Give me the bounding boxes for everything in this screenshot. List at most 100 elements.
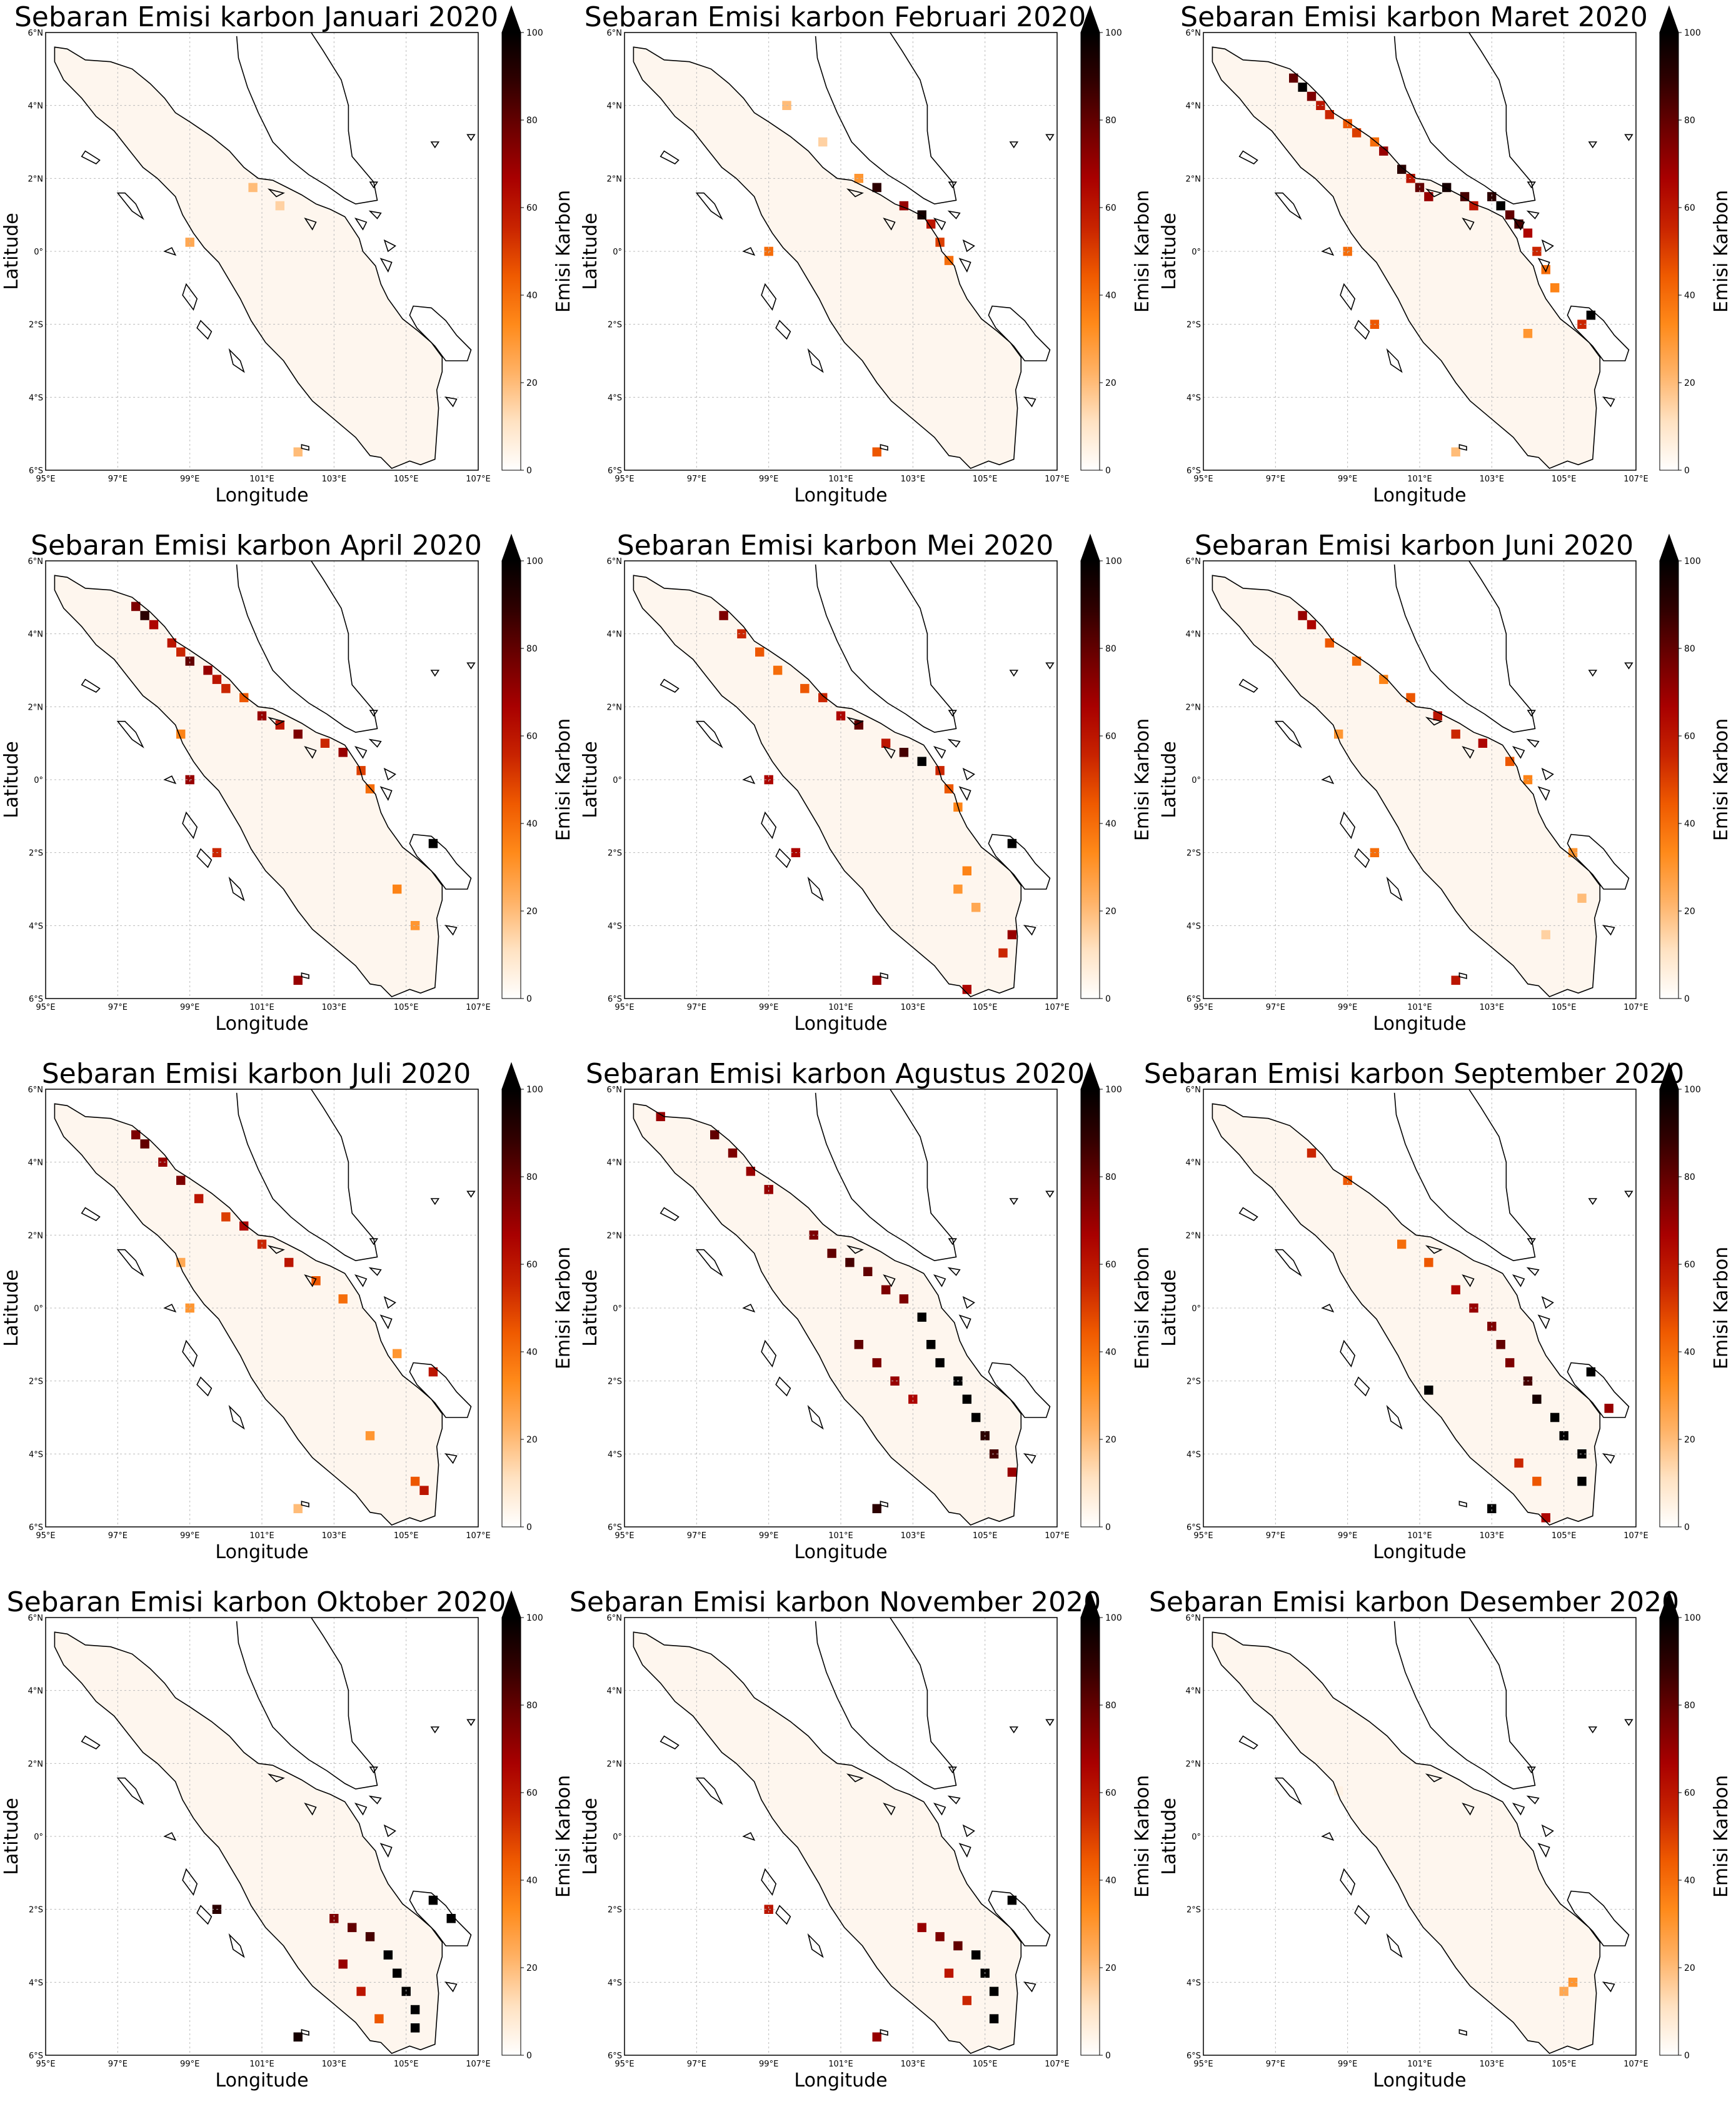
colorbar-tick-label: 20 <box>1684 1435 1695 1445</box>
x-tick-label: 107°E <box>466 475 491 484</box>
colorbar <box>1080 1617 1100 2056</box>
map-panel-april: Sebaran Emisi karbon April 2020 95°E 97°E 9… <box>0 528 578 1052</box>
land-base-fill <box>1212 575 1600 997</box>
panel-title: Sebaran Emisi karbon Februari 2020 <box>585 1 1086 33</box>
emission-cell <box>1577 1476 1587 1486</box>
y-tick-label: 4°S <box>29 1978 43 1988</box>
emission-cell <box>410 2023 420 2033</box>
emission-cell <box>737 629 746 638</box>
colorbar <box>1659 1089 1679 1528</box>
x-tick-label: 107°E <box>466 1003 491 1012</box>
panel-title: Sebaran Emisi karbon Juli 2020 <box>42 1058 471 1090</box>
emission-cell <box>1424 1257 1433 1267</box>
colorbar-extend-arrow <box>501 1590 521 1618</box>
y-tick-label: 2°N <box>1186 703 1202 712</box>
colorbar-tick-label: 60 <box>1105 203 1116 213</box>
emission-cell <box>419 1486 429 1495</box>
emission-cell <box>221 1212 231 1222</box>
x-axis-label: Longitude <box>794 1013 887 1035</box>
map-svg: Sebaran Emisi karbon Februari 2020 95°E 97… <box>580 1 1153 506</box>
emission-cell <box>1424 1386 1433 1395</box>
colorbar-label: Emisi Karbon <box>553 1247 574 1369</box>
colorbar-tick-label: 40 <box>526 1347 538 1357</box>
y-tick-label: 0° <box>1192 776 1201 785</box>
colorbar-tick-label: 20 <box>526 1435 538 1445</box>
x-tick-label: 99°E <box>1338 1003 1357 1012</box>
x-tick-label: 107°E <box>1045 2060 1070 2069</box>
emission-cell <box>962 1394 971 1404</box>
emission-cell <box>1478 738 1488 748</box>
colorbar-tick-label: 0 <box>1105 1523 1111 1533</box>
y-tick-label: 2°N <box>607 1231 623 1241</box>
emission-cell <box>1460 192 1470 201</box>
emission-cell <box>1487 1504 1497 1514</box>
colorbar-extend-arrow <box>501 1062 521 1090</box>
panel-title: Sebaran Emisi karbon September 2020 <box>1144 1058 1685 1090</box>
x-tick-label: 97°E <box>687 2060 706 2069</box>
map-svg: Sebaran Emisi karbon Maret 2020 95°E 97°E 9… <box>1158 1 1732 506</box>
x-axis-label: Longitude <box>1373 485 1466 506</box>
colorbar-tick-label: 20 <box>1684 907 1695 917</box>
emission-cells <box>719 611 1017 994</box>
emission-cell <box>1532 1476 1542 1486</box>
x-axis-label: Longitude <box>794 1541 887 1563</box>
emission-cell <box>185 238 194 247</box>
x-tick-label: 99°E <box>1338 1531 1357 1541</box>
colorbar-extend-arrow <box>1080 1062 1100 1090</box>
emission-cell <box>1487 192 1497 201</box>
colorbar-tick-label: 80 <box>526 1701 538 1711</box>
colorbar-tick-label: 60 <box>1684 1260 1695 1270</box>
colorbar-extend-arrow <box>1080 533 1100 561</box>
emission-cell <box>872 1504 881 1514</box>
x-tick-label: 97°E <box>1266 475 1285 484</box>
emission-cell <box>728 1148 738 1158</box>
x-tick-label: 97°E <box>108 1003 128 1012</box>
emission-cell <box>293 975 303 985</box>
emission-cell <box>1469 201 1478 211</box>
y-tick-label: 6°N <box>1186 557 1202 566</box>
colorbar-tick-label: 100 <box>526 1085 543 1095</box>
map-frame <box>45 1617 479 2056</box>
emission-cell <box>176 647 186 657</box>
x-tick-label: 103°E <box>901 475 926 484</box>
x-tick-label: 105°E <box>973 2060 998 2069</box>
emission-cell <box>1325 110 1334 119</box>
land-base-fill <box>633 575 1021 997</box>
emission-cell <box>962 866 971 876</box>
y-tick-label: 0° <box>613 776 622 785</box>
emission-cell <box>1568 1978 1578 1987</box>
y-tick-label: 6°N <box>607 1085 623 1095</box>
y-tick-label: 4°N <box>1186 1159 1202 1168</box>
y-tick-label: 6°N <box>28 29 44 38</box>
colorbar-label: Emisi Karbon <box>1710 718 1732 841</box>
emission-cell <box>410 1476 420 1486</box>
colorbar <box>1080 1089 1100 1528</box>
emission-cell <box>926 1340 936 1349</box>
emission-cell <box>1451 1285 1460 1295</box>
x-tick-label: 99°E <box>1338 2060 1357 2069</box>
colorbar <box>501 32 521 471</box>
land-base-fill <box>633 1632 1021 2054</box>
emission-cell <box>393 884 402 894</box>
x-tick-label: 97°E <box>1266 2060 1285 2069</box>
x-tick-label: 107°E <box>1623 2060 1648 2069</box>
emission-cell <box>872 183 881 193</box>
y-tick-label: 2°S <box>29 1377 43 1387</box>
coastlines <box>1212 561 1633 998</box>
y-tick-label: 2°S <box>29 849 43 858</box>
emission-cells <box>764 101 954 457</box>
y-axis-label: Latitude <box>580 213 601 289</box>
colorbar-tick-label: 80 <box>1105 1172 1116 1182</box>
x-tick-label: 99°E <box>180 1531 199 1541</box>
colorbar-tick-label: 100 <box>1684 1085 1701 1095</box>
y-tick-label: 2°S <box>608 1906 622 1915</box>
y-tick-label: 6°S <box>1187 2051 1201 2061</box>
y-tick-label: 6°N <box>607 1614 623 1623</box>
emission-cell <box>971 1412 981 1422</box>
y-tick-label: 6°S <box>1187 1523 1201 1533</box>
colorbar-tick-label: 0 <box>526 994 532 1004</box>
emission-cell <box>935 1358 945 1367</box>
x-tick-label: 95°E <box>1193 475 1213 484</box>
emission-cell <box>908 1394 918 1404</box>
